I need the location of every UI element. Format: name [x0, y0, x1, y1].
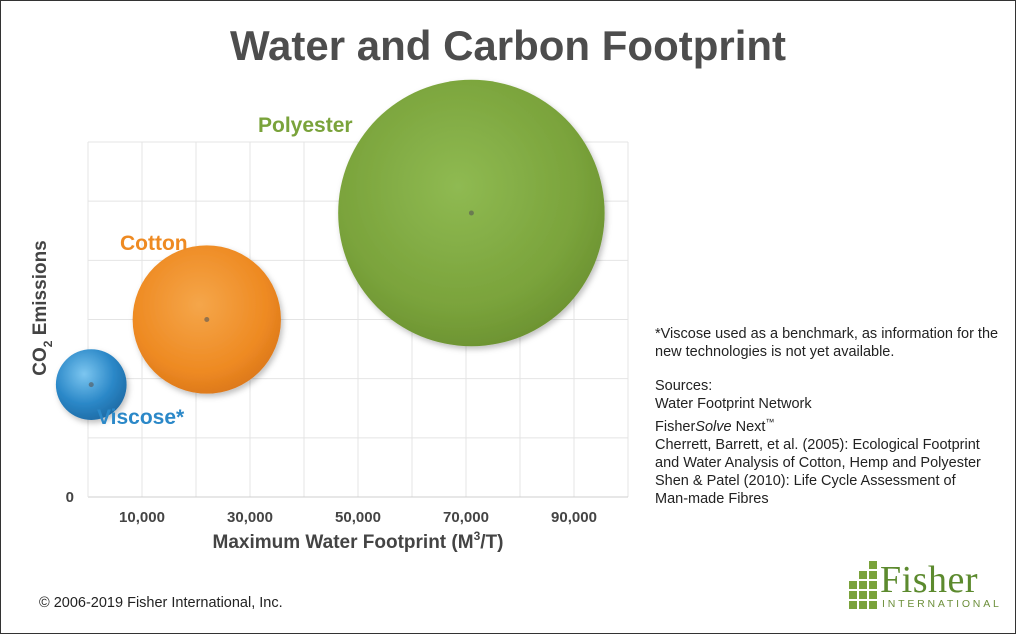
- bubble-label-viscose: Viscose*: [97, 406, 185, 429]
- x-tick-label: 10,000: [119, 509, 165, 526]
- bubble-label-cotton: Cotton: [120, 232, 188, 255]
- x-tick-label: 90,000: [551, 509, 597, 526]
- fisher-logo-icon: [849, 561, 877, 609]
- x-tick-label: 50,000: [335, 509, 381, 526]
- bubbles: Viscose* Cotton Polyester: [55, 79, 605, 429]
- chart-title: Water and Carbon Footprint: [229, 22, 787, 69]
- x-tick-label: 70,000: [443, 509, 489, 526]
- x-tick-label: 30,000: [227, 509, 273, 526]
- source-line: Water Footprint Network: [655, 396, 812, 412]
- copyright-text: © 2006-2019 Fisher International, Inc.: [39, 595, 283, 611]
- x-axis-label: Maximum Water Footprint (M3/T): [213, 529, 504, 553]
- x-tick-labels: 10,000 30,000 50,000 70,000 90,000: [119, 509, 597, 526]
- logo-subtitle: INTERNATIONAL: [882, 598, 1002, 610]
- source-line: and Water Analysis of Cotton, Hemp and P…: [655, 454, 981, 471]
- bubble-center-dot: [88, 382, 94, 388]
- source-line: Cherrett, Barrett, et al. (2005): Ecolog…: [655, 436, 980, 453]
- bubble-center-dot: [204, 317, 210, 322]
- benchmark-note: *Viscose used as a benchmark, as informa…: [655, 326, 999, 360]
- source-line: Man-made Fibres: [655, 490, 769, 507]
- logo-wordmark: Fisher: [880, 559, 978, 601]
- y-axis-label: CO2 Emissions: [30, 240, 55, 376]
- bubble-center-dot: [468, 210, 474, 216]
- source-line: FisherSolve Next™: [655, 417, 775, 435]
- bubble-label-polyester: Polyester: [258, 114, 353, 137]
- sources-block: Sources: Water Footprint Network FisherS…: [655, 377, 1000, 508]
- y-tick-label-0: 0: [66, 489, 74, 506]
- sources-heading: Sources:: [655, 378, 713, 394]
- source-line: Shen & Patel (2010): Life Cycle Assessme…: [655, 472, 956, 489]
